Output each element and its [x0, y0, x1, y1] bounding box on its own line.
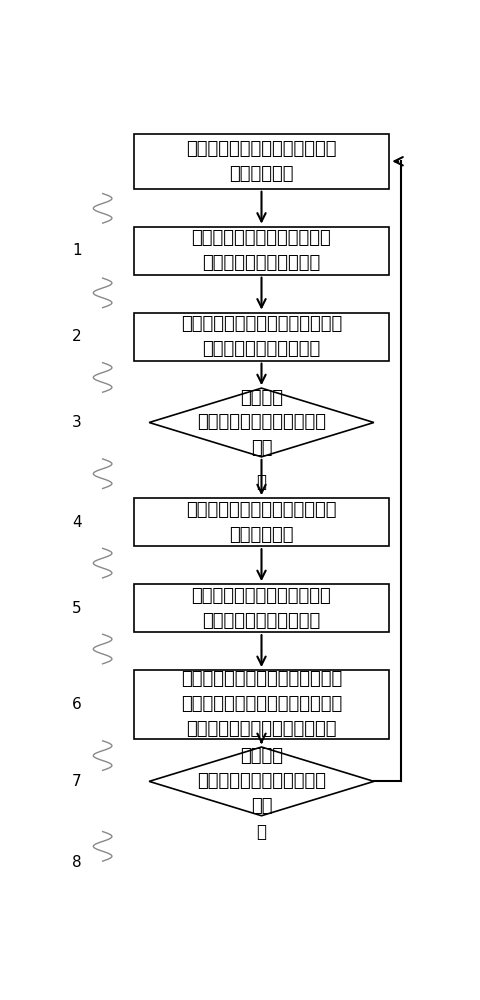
FancyBboxPatch shape [133, 312, 389, 361]
Text: 光接收单元接收第一散射光，
并生成对应的第一电信号: 光接收单元接收第一散射光， 并生成对应的第一电信号 [192, 587, 331, 630]
Text: 6: 6 [72, 697, 82, 712]
Text: 光源控制
单元判断是否满足第二预设
条件: 光源控制 单元判断是否满足第二预设 条件 [197, 747, 326, 815]
Text: 8: 8 [72, 855, 82, 870]
FancyBboxPatch shape [133, 584, 389, 632]
Text: 3: 3 [72, 415, 82, 430]
Polygon shape [149, 747, 374, 816]
Text: 光源控制单元控制校准光源单元
处于工作状态: 光源控制单元控制校准光源单元 处于工作状态 [186, 140, 337, 183]
FancyBboxPatch shape [133, 227, 389, 275]
FancyBboxPatch shape [133, 498, 389, 546]
Text: 5: 5 [72, 601, 82, 616]
Text: 2: 2 [72, 329, 82, 344]
Text: 7: 7 [72, 774, 82, 789]
Text: 光接收单元接收第二散射光，
并生成对应的第二电信号: 光接收单元接收第二散射光， 并生成对应的第二电信号 [192, 229, 331, 272]
FancyBboxPatch shape [133, 134, 389, 189]
Text: 是: 是 [256, 473, 266, 491]
Text: 光源控制
单元判断是否满足第一预设
条件: 光源控制 单元判断是否满足第一预设 条件 [197, 388, 326, 456]
Text: 1: 1 [72, 243, 82, 258]
Text: 是: 是 [256, 823, 266, 841]
Polygon shape [149, 388, 374, 457]
Text: 信号处理单元根据第二电信号计算
获得对应的第二粉尘浓度: 信号处理单元根据第二电信号计算 获得对应的第二粉尘浓度 [181, 315, 342, 358]
Text: 4: 4 [72, 515, 82, 530]
FancyBboxPatch shape [133, 670, 389, 739]
Text: 光源控制单元控制检测光源单元
处于工作状态: 光源控制单元控制检测光源单元 处于工作状态 [186, 501, 337, 544]
Text: 信号处理单元根据第一电信号计算
获得对应的第一粉尘浓度，并利用
第二粉尘浓度校准第一粉尘浓度: 信号处理单元根据第一电信号计算 获得对应的第一粉尘浓度，并利用 第二粉尘浓度校准… [181, 670, 342, 738]
